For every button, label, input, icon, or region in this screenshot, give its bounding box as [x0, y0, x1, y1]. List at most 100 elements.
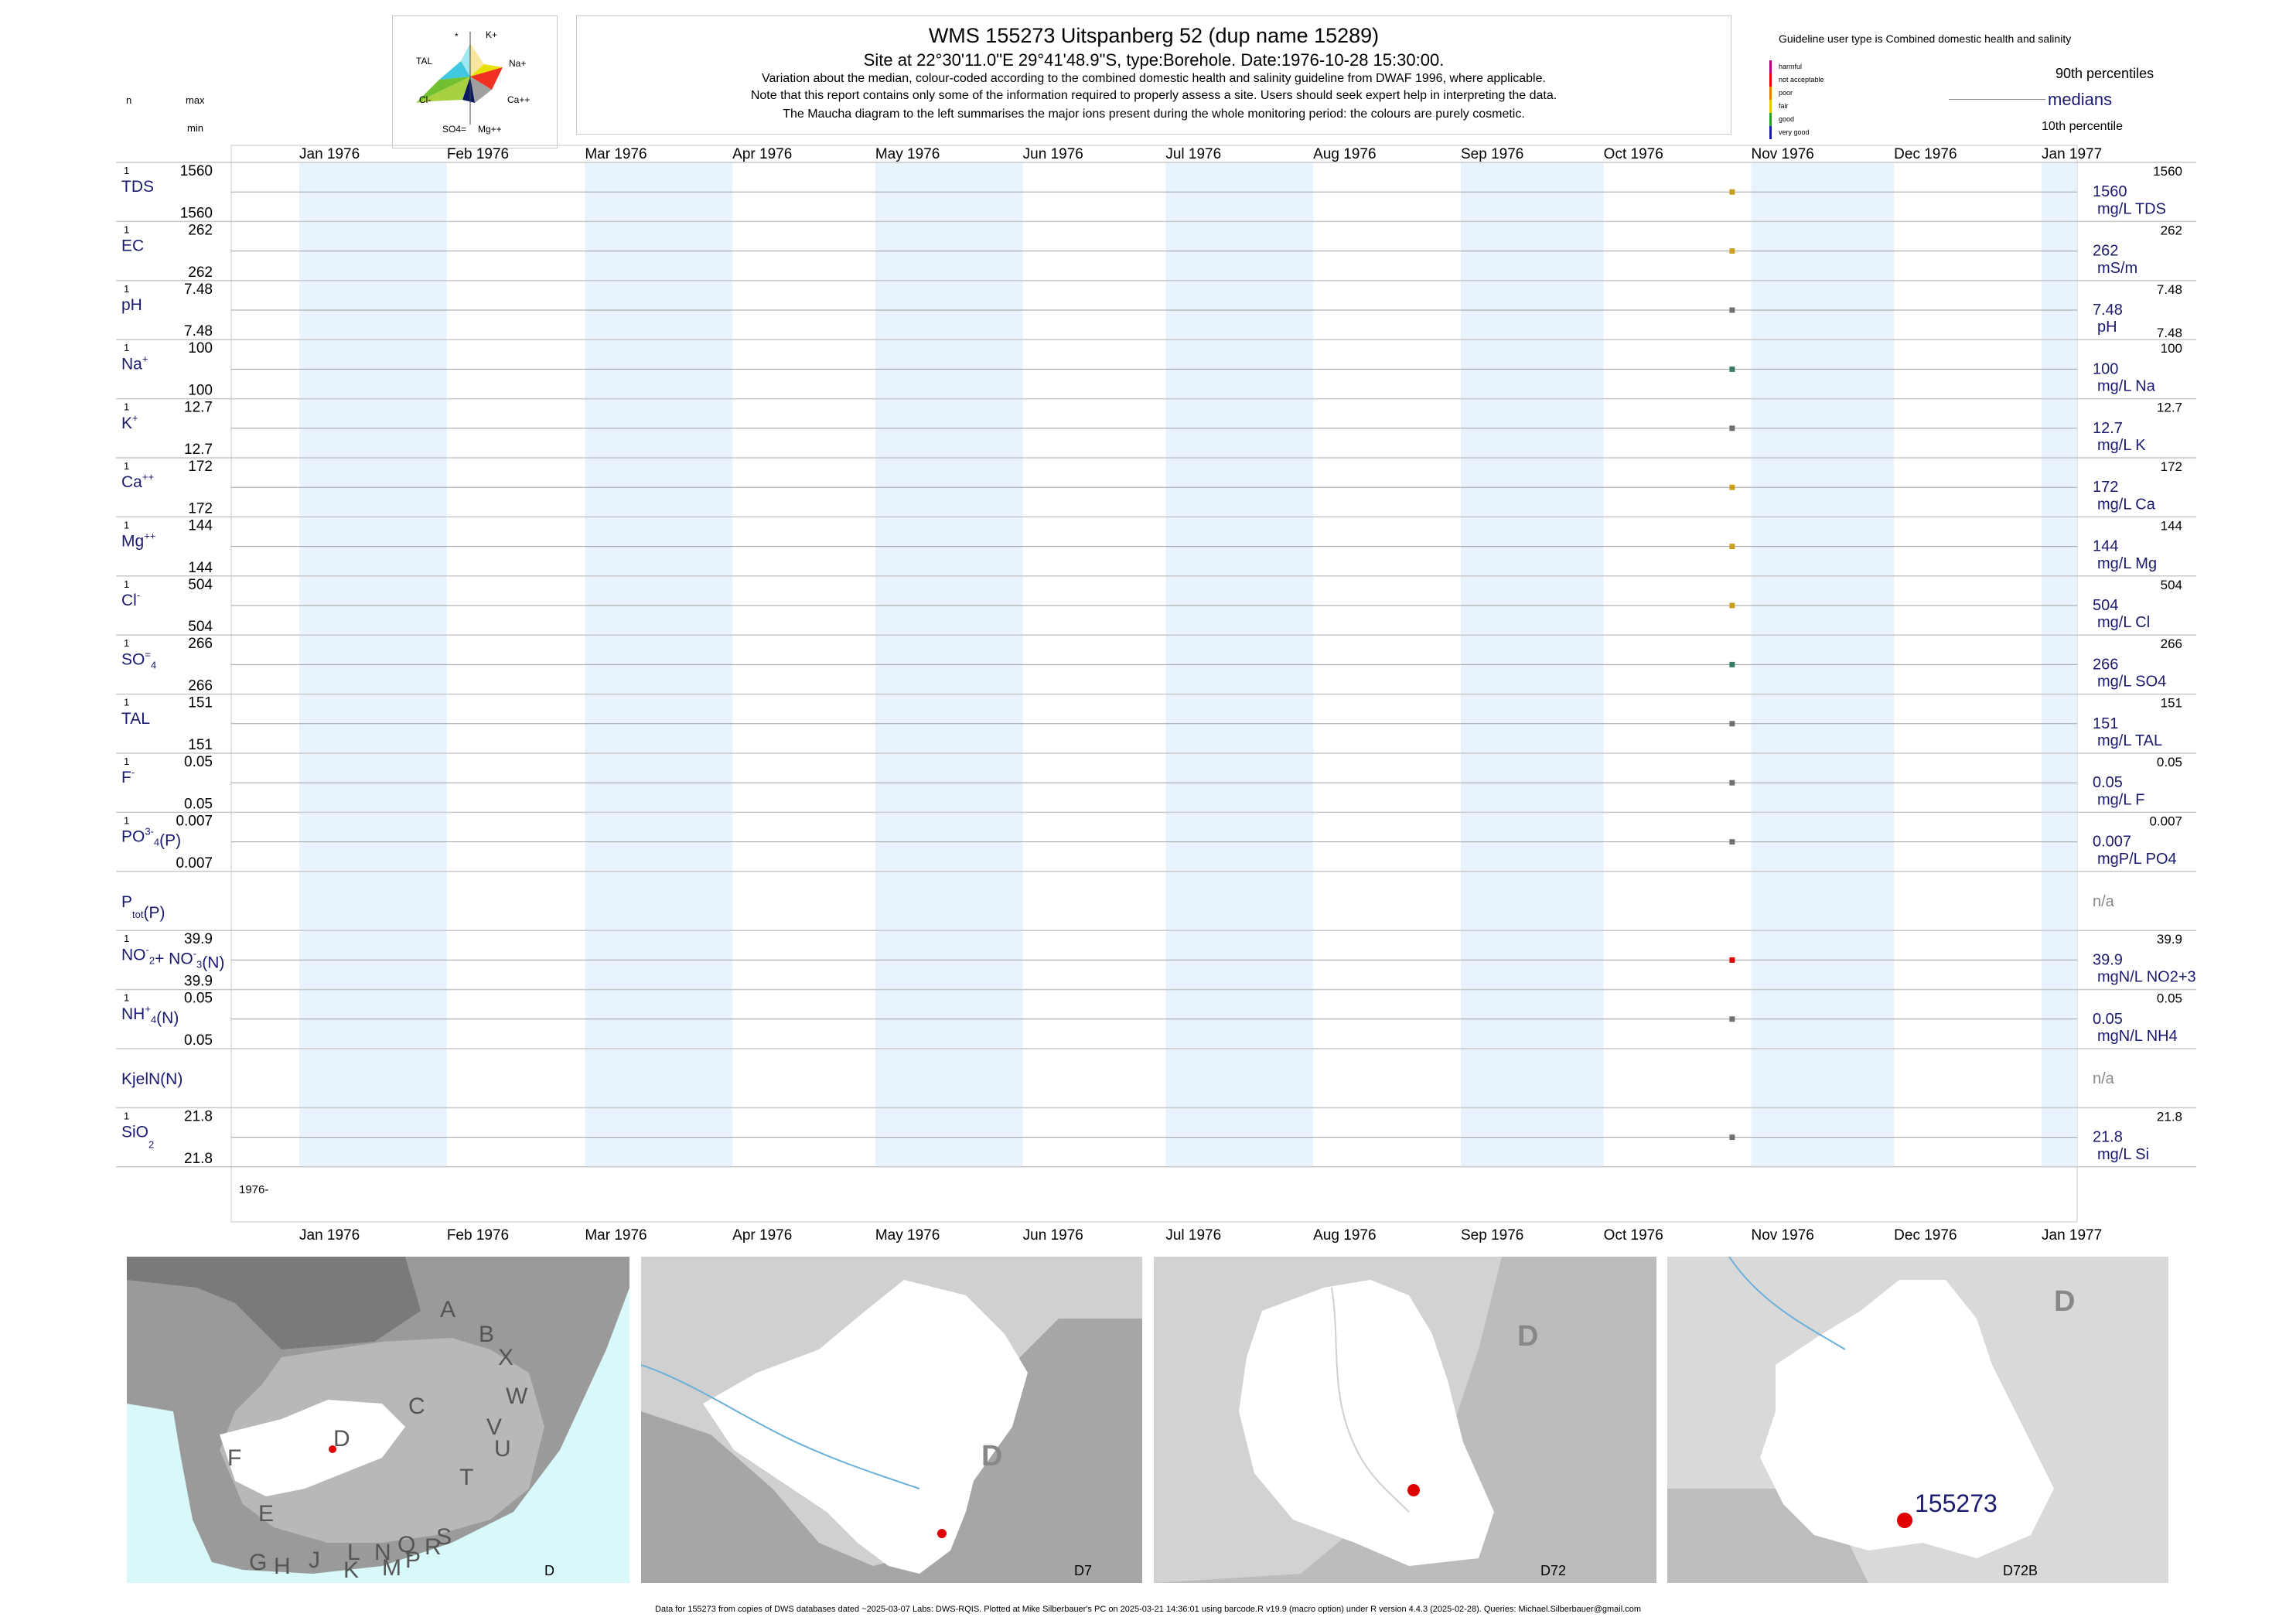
maucha-label: *	[455, 31, 459, 42]
unit-label: mS/m	[2097, 260, 2137, 277]
n-header: n	[126, 94, 132, 106]
maucha-segment	[470, 64, 503, 77]
month-tick-label-top: Aug 1976	[1313, 146, 1376, 162]
median-legend-line	[1949, 99, 2045, 100]
legend-swatch	[1769, 73, 1772, 87]
maucha-segment	[470, 67, 503, 90]
p90-legend: 90th percentiles	[2055, 66, 2154, 81]
median-value: 144	[2093, 538, 2118, 555]
sample-marker	[1729, 602, 1735, 609]
map-region-label: R	[425, 1534, 442, 1560]
sample-marker	[1729, 780, 1735, 786]
map-site-marker	[1897, 1513, 1912, 1528]
month-tick-label-top: Jul 1976	[1165, 146, 1221, 162]
p90-value: 262	[2161, 223, 2182, 237]
min-value: 266	[188, 678, 213, 694]
unit-label: mg/L TAL	[2097, 732, 2162, 749]
sample-count: 1	[124, 401, 129, 413]
median-value: 21.8	[2093, 1129, 2123, 1146]
year-label: 1976-	[239, 1183, 268, 1196]
sample-count: 1	[124, 1110, 129, 1121]
sample-count: 1	[124, 283, 129, 295]
variable-label: SiO2	[121, 1124, 154, 1151]
sample-count: 1	[124, 814, 129, 826]
sample-marker	[1729, 544, 1735, 550]
sample-count: 1	[124, 578, 129, 590]
max-value: 21.8	[184, 1108, 213, 1124]
min-value: 39.9	[184, 974, 213, 990]
sample-marker	[1729, 366, 1735, 372]
unit-label: mg/L TDS	[2097, 200, 2166, 217]
median-value: 12.7	[2093, 420, 2123, 437]
sample-marker	[1729, 425, 1735, 432]
page-title: WMS 155273 Uitspanberg 52 (dup name 1528…	[928, 24, 1380, 47]
map-region-label: W	[506, 1383, 528, 1409]
map-region-label: T	[459, 1465, 473, 1490]
median-value: 0.05	[2093, 774, 2123, 791]
max-value: 7.48	[184, 281, 213, 298]
month-tick-label-bottom: Jul 1976	[1165, 1227, 1221, 1244]
month-tick-label-top: Oct 1976	[1604, 146, 1663, 162]
legend-class-label: poor	[1779, 89, 1793, 97]
median-value: 39.9	[2093, 951, 2123, 968]
footer-note: Data for 155273 from copies of DWS datab…	[655, 1605, 1641, 1614]
p10-value: 7.48	[2157, 326, 2182, 340]
map-region-label: D	[333, 1426, 350, 1452]
map-caption: D72	[1540, 1563, 1566, 1578]
map-region-label: F	[227, 1445, 241, 1471]
maucha-label: SO4=	[442, 124, 466, 135]
map-site-marker	[329, 1445, 336, 1453]
median-value: 151	[2093, 715, 2118, 732]
map-region-label: E	[258, 1501, 274, 1527]
month-tick-label-top: Dec 1976	[1894, 146, 1957, 162]
month-tick-label-bottom: Sep 1976	[1461, 1227, 1523, 1244]
map-region-label: K	[343, 1557, 359, 1583]
month-tick-label-bottom: Jan 1976	[299, 1227, 360, 1244]
maucha-label: Ca++	[507, 94, 530, 105]
map-region-label: J	[309, 1547, 320, 1573]
map-region-label: G	[249, 1550, 267, 1575]
min-header: min	[187, 122, 203, 134]
min-value: 12.7	[184, 442, 213, 458]
legend-swatch	[1769, 126, 1772, 139]
map-basin-d72	[1239, 1280, 1494, 1566]
median-value: 172	[2093, 479, 2118, 496]
sample-marker	[1729, 721, 1735, 727]
sample-count: 1	[124, 933, 129, 944]
maucha-segment	[416, 77, 470, 103]
maucha-label: Na+	[509, 58, 526, 69]
map-region-label: D	[1517, 1320, 1538, 1353]
title-box: WMS 155273 Uitspanberg 52 (dup name 1528…	[576, 15, 1731, 135]
sample-count: 1	[124, 165, 129, 176]
variable-label: TDS	[121, 178, 154, 196]
variable-label: TAL	[121, 710, 150, 728]
p90-value: 504	[2161, 578, 2182, 592]
map-svg-4: 155273 D D72B	[1667, 1257, 2075, 1583]
month-tick-label-bottom: Mar 1976	[585, 1227, 646, 1244]
min-value: 144	[188, 560, 213, 576]
map-region-label: C	[408, 1394, 425, 1419]
sample-marker	[1729, 957, 1735, 963]
maucha-segment	[470, 43, 484, 77]
unit-label: mgN/L NH4	[2097, 1028, 2178, 1045]
median-value: n/a	[2093, 893, 2115, 910]
map-panel-d72b: 155273 D D72B	[1667, 1257, 2168, 1583]
sample-marker	[1729, 307, 1735, 313]
p90-value: 39.9	[2157, 932, 2182, 947]
legend-swatch	[1769, 100, 1772, 113]
barcode-chart: Jan 1976 Jan 1976 Feb 1976 Feb 1976 Mar 1976…	[116, 145, 2196, 1244]
min-value: 0.05	[184, 796, 213, 812]
map-region-label: S	[436, 1524, 452, 1550]
max-value: 0.007	[176, 813, 213, 829]
max-value: 172	[188, 459, 213, 475]
month-tick-label-bottom: Feb 1976	[447, 1227, 509, 1244]
maucha-segment	[462, 77, 475, 103]
maucha-diagram: * K+ TAL Na+ Cl- Ca++ SO4= Mg++	[392, 15, 558, 148]
map-region-label: P	[405, 1547, 421, 1573]
max-value: 12.7	[184, 400, 213, 416]
min-value: 1560	[180, 205, 213, 221]
map-panel-d7: D D7	[641, 1257, 1142, 1583]
map-basin-d72b	[1760, 1280, 2054, 1558]
variable-label: K+	[121, 412, 138, 432]
